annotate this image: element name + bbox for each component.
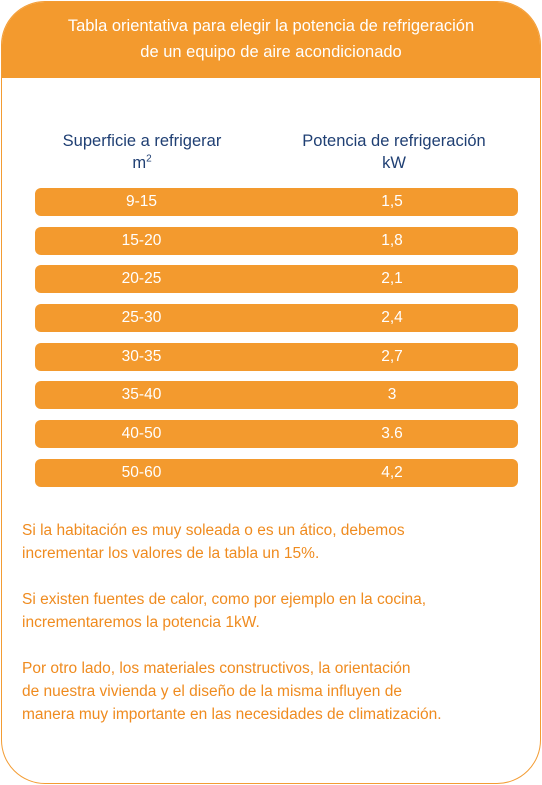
note-line: Si existen fuentes de calor, como por ej… <box>22 591 427 608</box>
notes-section: Si la habitación es muy soleada o es un … <box>22 519 534 749</box>
table-row: 15-20 1,8 <box>35 226 518 255</box>
column-header-area: Superficie a refrigerar m2 <box>42 130 242 174</box>
note-line: de nuestra vivienda y el diseño de la mi… <box>22 683 402 700</box>
power-cell: 4,2 <box>381 463 403 481</box>
power-cell: 3.6 <box>381 425 403 443</box>
header-title-line-2: de un equipo de aire acondicionado <box>140 43 402 61</box>
power-cell: 2,4 <box>381 309 403 327</box>
column-header-power-unit: kW <box>382 154 406 172</box>
area-cell: 25-30 <box>121 309 162 327</box>
table-row: 35-40 3 <box>35 381 518 410</box>
note-paragraph-sunny: Si la habitación es muy soleada o es un … <box>22 519 534 565</box>
note-line: Si la habitación es muy soleada o es un … <box>22 522 405 539</box>
column-header-area-unit: m2 <box>132 153 152 172</box>
area-cell: 35-40 <box>121 386 162 404</box>
note-line: incrementaremos la potencia 1kW. <box>22 614 260 631</box>
power-cell: 1,8 <box>381 231 403 249</box>
table-row: 25-30 2,4 <box>35 304 518 333</box>
table-row: 20-25 2,1 <box>35 265 518 294</box>
column-header-area-label: Superficie a refrigerar <box>62 132 222 150</box>
header-title-line-1: Tabla orientativa para elegir la potenci… <box>67 17 475 35</box>
power-cell: 2,1 <box>381 270 403 288</box>
note-paragraph-materials: Por otro lado, los materiales constructi… <box>22 657 534 726</box>
area-cell: 50-60 <box>121 463 162 481</box>
area-cell: 15-20 <box>121 231 162 249</box>
area-cell: 40-50 <box>121 425 162 443</box>
area-cell: 9-15 <box>125 193 158 210</box>
column-header-power-label: Potencia de refrigeración <box>302 132 486 150</box>
area-cell: 20-25 <box>121 270 162 288</box>
power-cell: 3 <box>387 386 397 404</box>
note-line: Por otro lado, los materiales constructi… <box>22 660 411 677</box>
power-cell: 1,5 <box>381 193 403 210</box>
table-row: 9-15 1,5 <box>35 188 518 216</box>
table-row: 40-50 3.6 <box>35 420 518 449</box>
table-body: 9-15 1,5 15-20 1,8 20-25 2,1 25-30 2,4 30-35… <box>35 188 518 498</box>
power-cell: 2,7 <box>381 347 403 365</box>
note-line: incrementar los valores de la tabla un 1… <box>22 545 320 562</box>
card-header: Tabla orientativa para elegir la potenci… <box>2 2 540 78</box>
area-cell: 30-35 <box>121 347 162 365</box>
note-paragraph-heat-sources: Si existen fuentes de calor, como por ej… <box>22 588 534 634</box>
note-line: manera muy importante en las necesidades… <box>22 706 442 723</box>
table-row: 30-35 2,7 <box>35 342 518 371</box>
table-row: 50-60 4,2 <box>35 458 518 487</box>
column-header-power: Potencia de refrigeración kW <box>274 130 514 174</box>
